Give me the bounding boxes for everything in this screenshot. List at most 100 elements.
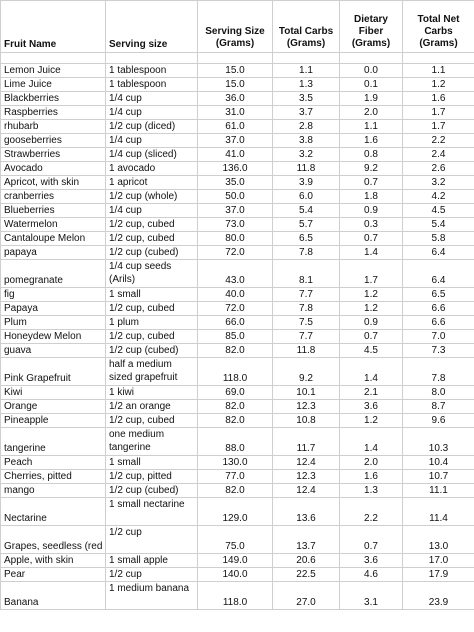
cell-serving-grams[interactable]: 140.0 bbox=[197, 567, 273, 582]
cell-total-carbs[interactable]: 7.5 bbox=[272, 315, 340, 330]
cell-net-carbs[interactable]: 6.4 bbox=[402, 259, 474, 288]
cell-serving-grams[interactable]: 80.0 bbox=[197, 231, 273, 246]
cell-fruit-name[interactable]: Cherries, pitted bbox=[0, 469, 106, 484]
cell-fruit-name[interactable]: Watermelon bbox=[0, 217, 106, 232]
cell-serving-size[interactable]: 1/2 cup (diced) bbox=[105, 119, 198, 134]
cell-net-carbs[interactable]: 10.3 bbox=[402, 427, 474, 456]
cell-serving-size[interactable]: 1 medium banana bbox=[105, 581, 198, 610]
cell-serving-size[interactable]: 1/2 cup (whole) bbox=[105, 189, 198, 204]
cell-fruit-name[interactable]: fig bbox=[0, 287, 106, 302]
header-serving-grams[interactable]: Serving Size (Grams) bbox=[197, 0, 273, 53]
cell-serving-grams[interactable]: 88.0 bbox=[197, 427, 273, 456]
cell-fruit-name[interactable]: Raspberries bbox=[0, 105, 106, 120]
cell-serving-grams[interactable]: 82.0 bbox=[197, 343, 273, 358]
cell-net-carbs[interactable]: 1.1 bbox=[402, 63, 474, 78]
cell-fruit-name[interactable]: Pineapple bbox=[0, 413, 106, 428]
cell-total-carbs[interactable]: 22.5 bbox=[272, 567, 340, 582]
cell-serving-grams[interactable]: 72.0 bbox=[197, 245, 273, 260]
cell-net-carbs[interactable]: 4.2 bbox=[402, 189, 474, 204]
cell-serving-grams[interactable]: 43.0 bbox=[197, 259, 273, 288]
cell-net-carbs[interactable]: 9.6 bbox=[402, 413, 474, 428]
cell-total-carbs[interactable]: 3.7 bbox=[272, 105, 340, 120]
cell-serving-grams[interactable]: 36.0 bbox=[197, 91, 273, 106]
cell-total-carbs[interactable]: 20.6 bbox=[272, 553, 340, 568]
cell-dietary-fiber[interactable]: 3.6 bbox=[339, 553, 403, 568]
cell-serving-grams[interactable]: 129.0 bbox=[197, 497, 273, 526]
cell-fruit-name[interactable]: Orange bbox=[0, 399, 106, 414]
cell-total-carbs[interactable]: 10.1 bbox=[272, 385, 340, 400]
cell-fruit-name[interactable]: guava bbox=[0, 343, 106, 358]
cell-dietary-fiber[interactable]: 0.7 bbox=[339, 175, 403, 190]
cell-total-carbs[interactable]: 6.5 bbox=[272, 231, 340, 246]
cell-serving-grams[interactable]: 69.0 bbox=[197, 385, 273, 400]
cell-net-carbs[interactable]: 17.9 bbox=[402, 567, 474, 582]
empty-cell[interactable] bbox=[105, 52, 198, 64]
cell-serving-grams[interactable]: 82.0 bbox=[197, 483, 273, 498]
cell-serving-grams[interactable]: 149.0 bbox=[197, 553, 273, 568]
cell-net-carbs[interactable]: 8.0 bbox=[402, 385, 474, 400]
cell-fruit-name[interactable]: rhubarb bbox=[0, 119, 106, 134]
cell-serving-grams[interactable]: 66.0 bbox=[197, 315, 273, 330]
cell-net-carbs[interactable]: 5.4 bbox=[402, 217, 474, 232]
cell-fruit-name[interactable]: Avocado bbox=[0, 161, 106, 176]
cell-serving-grams[interactable]: 85.0 bbox=[197, 329, 273, 344]
cell-dietary-fiber[interactable]: 1.1 bbox=[339, 119, 403, 134]
cell-net-carbs[interactable]: 2.4 bbox=[402, 147, 474, 162]
cell-net-carbs[interactable]: 1.2 bbox=[402, 77, 474, 92]
cell-fruit-name[interactable]: Apricot, with skin bbox=[0, 175, 106, 190]
cell-total-carbs[interactable]: 13.7 bbox=[272, 525, 340, 554]
cell-total-carbs[interactable]: 13.6 bbox=[272, 497, 340, 526]
cell-net-carbs[interactable]: 5.8 bbox=[402, 231, 474, 246]
cell-dietary-fiber[interactable]: 1.6 bbox=[339, 133, 403, 148]
cell-serving-size[interactable]: 1/2 cup, cubed bbox=[105, 217, 198, 232]
cell-serving-grams[interactable]: 130.0 bbox=[197, 455, 273, 470]
cell-net-carbs[interactable]: 8.7 bbox=[402, 399, 474, 414]
cell-total-carbs[interactable]: 12.3 bbox=[272, 469, 340, 484]
cell-fruit-name[interactable]: Pink Grapefruit bbox=[0, 357, 106, 386]
cell-serving-size[interactable]: 1/2 cup (cubed) bbox=[105, 343, 198, 358]
cell-serving-size[interactable]: one medium tangerine bbox=[105, 427, 198, 456]
cell-dietary-fiber[interactable]: 2.0 bbox=[339, 455, 403, 470]
cell-fruit-name[interactable]: pomegranate bbox=[0, 259, 106, 288]
cell-total-carbs[interactable]: 10.8 bbox=[272, 413, 340, 428]
cell-serving-grams[interactable]: 118.0 bbox=[197, 357, 273, 386]
header-net-carbs[interactable]: Total Net Carbs (Grams) bbox=[402, 0, 474, 53]
cell-serving-grams[interactable]: 41.0 bbox=[197, 147, 273, 162]
cell-total-carbs[interactable]: 11.8 bbox=[272, 161, 340, 176]
cell-serving-grams[interactable]: 37.0 bbox=[197, 133, 273, 148]
cell-total-carbs[interactable]: 11.8 bbox=[272, 343, 340, 358]
cell-fruit-name[interactable]: Strawberries bbox=[0, 147, 106, 162]
cell-serving-grams[interactable]: 15.0 bbox=[197, 63, 273, 78]
cell-total-carbs[interactable]: 3.9 bbox=[272, 175, 340, 190]
cell-total-carbs[interactable]: 7.8 bbox=[272, 301, 340, 316]
cell-serving-size[interactable]: 1/2 cup, cubed bbox=[105, 231, 198, 246]
cell-fruit-name[interactable]: Honeydew Melon bbox=[0, 329, 106, 344]
cell-dietary-fiber[interactable]: 1.2 bbox=[339, 287, 403, 302]
cell-fruit-name[interactable]: Banana bbox=[0, 581, 106, 610]
cell-dietary-fiber[interactable]: 4.6 bbox=[339, 567, 403, 582]
cell-net-carbs[interactable]: 23.9 bbox=[402, 581, 474, 610]
cell-serving-size[interactable]: 1/4 cup bbox=[105, 105, 198, 120]
cell-dietary-fiber[interactable]: 1.6 bbox=[339, 469, 403, 484]
cell-serving-size[interactable]: 1/2 an orange bbox=[105, 399, 198, 414]
cell-serving-size[interactable]: 1/4 cup seeds (Arils) bbox=[105, 259, 198, 288]
cell-fruit-name[interactable]: Grapes, seedless (red or green) bbox=[0, 525, 106, 554]
cell-total-carbs[interactable]: 5.4 bbox=[272, 203, 340, 218]
cell-dietary-fiber[interactable]: 0.9 bbox=[339, 315, 403, 330]
cell-total-carbs[interactable]: 12.3 bbox=[272, 399, 340, 414]
cell-net-carbs[interactable]: 1.6 bbox=[402, 91, 474, 106]
cell-serving-grams[interactable]: 118.0 bbox=[197, 581, 273, 610]
cell-total-carbs[interactable]: 27.0 bbox=[272, 581, 340, 610]
cell-net-carbs[interactable]: 1.7 bbox=[402, 119, 474, 134]
cell-fruit-name[interactable]: Nectarine bbox=[0, 497, 106, 526]
cell-dietary-fiber[interactable]: 1.7 bbox=[339, 259, 403, 288]
cell-dietary-fiber[interactable]: 0.7 bbox=[339, 329, 403, 344]
cell-serving-size[interactable]: 1 small bbox=[105, 287, 198, 302]
cell-serving-grams[interactable]: 50.0 bbox=[197, 189, 273, 204]
cell-net-carbs[interactable]: 13.0 bbox=[402, 525, 474, 554]
cell-total-carbs[interactable]: 3.2 bbox=[272, 147, 340, 162]
cell-dietary-fiber[interactable]: 0.3 bbox=[339, 217, 403, 232]
cell-fruit-name[interactable]: Cantaloupe Melon bbox=[0, 231, 106, 246]
cell-dietary-fiber[interactable]: 1.2 bbox=[339, 413, 403, 428]
cell-serving-size[interactable]: 1 plum bbox=[105, 315, 198, 330]
